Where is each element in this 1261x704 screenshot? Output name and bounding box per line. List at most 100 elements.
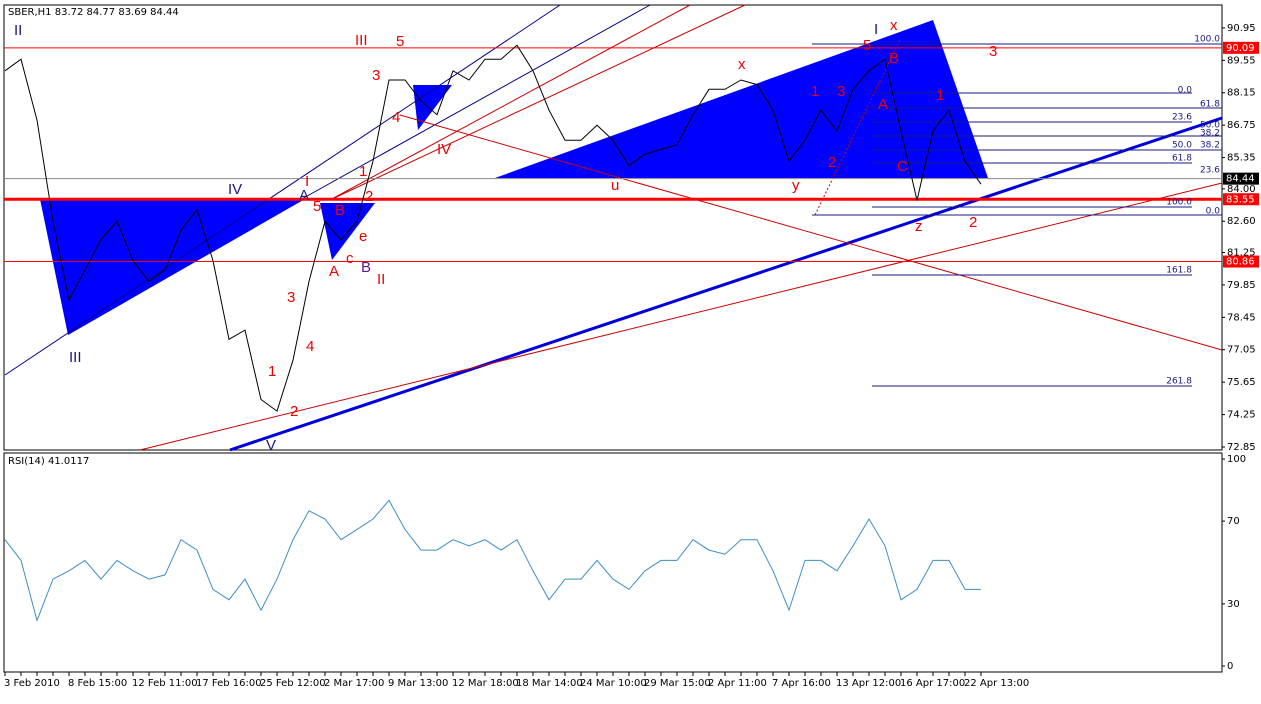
wave-label: 3	[837, 83, 845, 100]
wave-label: 4	[392, 109, 400, 126]
level-box	[1223, 193, 1259, 206]
x-tick-label: 29 Mar 15:00	[644, 678, 711, 689]
level-box	[1223, 41, 1259, 54]
wave-label: IV	[228, 181, 242, 198]
wave-label: II	[14, 22, 22, 39]
wave-label: 2	[828, 154, 836, 171]
rsi-panel	[3, 452, 1223, 673]
x-tick-label: 3 Feb 2010	[4, 678, 60, 689]
wave-label: z	[915, 218, 923, 235]
fib-label: 61.8	[1172, 154, 1192, 164]
price-line	[4, 44, 982, 412]
trendline	[299, 4, 651, 201]
y-tick-label: 30	[1227, 599, 1240, 610]
fib-label: 38.2	[1200, 129, 1220, 139]
wave-label: I	[874, 21, 878, 38]
level-box	[1223, 172, 1259, 185]
wave-label: u	[611, 177, 619, 194]
wave-label: x	[890, 17, 898, 34]
y-tick-label: 84.00	[1227, 184, 1256, 195]
wave-label: 2	[365, 188, 373, 205]
y-tick-label: 0	[1227, 661, 1233, 672]
y-tick-label: 90.95	[1227, 23, 1256, 34]
wave-label: 1	[936, 87, 944, 104]
fib-label: 61.8	[1200, 100, 1220, 110]
x-tick-label: 7 Apr 16:00	[772, 678, 831, 689]
fan-line	[329, 4, 691, 201]
x-tick-label: 8 Feb 15:00	[68, 678, 127, 689]
x-tick-label: 2 Apr 11:00	[708, 678, 767, 689]
fib-label: 161.8	[1166, 266, 1192, 276]
level-box	[1223, 255, 1259, 268]
y-tick-label: 100	[1227, 454, 1246, 465]
level-label: 84.44	[1226, 174, 1255, 185]
trendline	[399, 114, 1223, 351]
y-tick-label: 85.35	[1227, 153, 1256, 164]
fan-line	[814, 39, 901, 216]
fib-label: 50.0	[1200, 121, 1220, 131]
y-tick-label: 77.05	[1227, 345, 1256, 356]
x-tick-label: 9 Mar 13:00	[388, 678, 448, 689]
chart-title: SBER,H1 83.72 84.77 83.69 84.44	[8, 7, 179, 18]
wave-label: 1	[359, 163, 367, 180]
wave-label: 2	[969, 214, 977, 231]
trendline	[4, 4, 561, 376]
level-label: 90.09	[1226, 43, 1255, 54]
annotations: II III 5 3 4 IV I IV A 5 B e c A B II 3 …	[14, 17, 1220, 454]
fib-label: 0.0	[1206, 207, 1221, 217]
x-tick-label: 18 Mar 14:00	[516, 678, 583, 689]
fib-label: 261.8	[1166, 377, 1192, 387]
y-tick-label: 78.45	[1227, 312, 1256, 323]
y-tick-label: 81.25	[1227, 248, 1256, 259]
y-tick-label: 86.75	[1227, 120, 1256, 131]
y-tick-label: 88.15	[1227, 88, 1256, 99]
x-tick-label: 17 Feb 16:00	[196, 678, 262, 689]
wave-label: 5	[313, 198, 321, 215]
wave-label: x	[738, 56, 746, 73]
fib-label: 38.2	[1200, 141, 1220, 151]
y-tick-label: 79.85	[1227, 280, 1256, 291]
level-label: 83.55	[1226, 194, 1255, 205]
wave-label: V	[266, 437, 276, 454]
wave-label: B	[361, 259, 371, 276]
fib-label: 100.0	[1166, 198, 1192, 208]
wave-label: 3	[372, 67, 380, 84]
fan-line	[329, 4, 746, 201]
wave-label: 3	[287, 289, 295, 306]
wave-label: IV	[437, 141, 451, 158]
wave-label: 2	[290, 403, 298, 420]
wave-label: C	[897, 158, 908, 175]
wave-label: I	[305, 173, 309, 190]
trendline	[229, 116, 1223, 452]
triangle	[495, 20, 988, 178]
wave-label: 1	[811, 83, 819, 100]
price-line	[4, 499, 981, 623]
wave-label: A	[329, 263, 339, 280]
wave-label: e	[359, 228, 367, 245]
x-tick-label: 22 Apr 13:00	[964, 678, 1029, 689]
fib-label: 0.0	[1178, 86, 1193, 96]
wave-label: 5	[863, 37, 871, 54]
fib-label: 23.6	[1172, 113, 1192, 123]
wave-label: B	[889, 50, 899, 67]
trendline	[139, 182, 1223, 451]
wave-label: c	[346, 250, 354, 267]
level-label: 80.86	[1226, 257, 1255, 268]
x-tick-label: 2 Mar 17:00	[324, 678, 384, 689]
y-tick-label: 89.55	[1227, 55, 1256, 66]
y-tick-label: 72.85	[1227, 442, 1256, 453]
fib-label: 100.0	[1194, 35, 1220, 45]
indicator-title: RSI(14) 41.0117	[8, 456, 89, 467]
y-tick-label: 75.65	[1227, 377, 1256, 388]
y-tick-label: 74.25	[1227, 410, 1256, 421]
wave-label: III	[69, 349, 82, 366]
wave-label: y	[792, 177, 800, 194]
wave-label: III	[355, 32, 368, 49]
x-tick-label: 24 Mar 10:00	[580, 678, 647, 689]
wave-label: 5	[396, 33, 404, 50]
wave-label: 1	[268, 363, 276, 380]
wave-label: 3	[989, 43, 997, 60]
wave-label: 4	[306, 338, 314, 355]
wave-label: A	[878, 96, 888, 113]
